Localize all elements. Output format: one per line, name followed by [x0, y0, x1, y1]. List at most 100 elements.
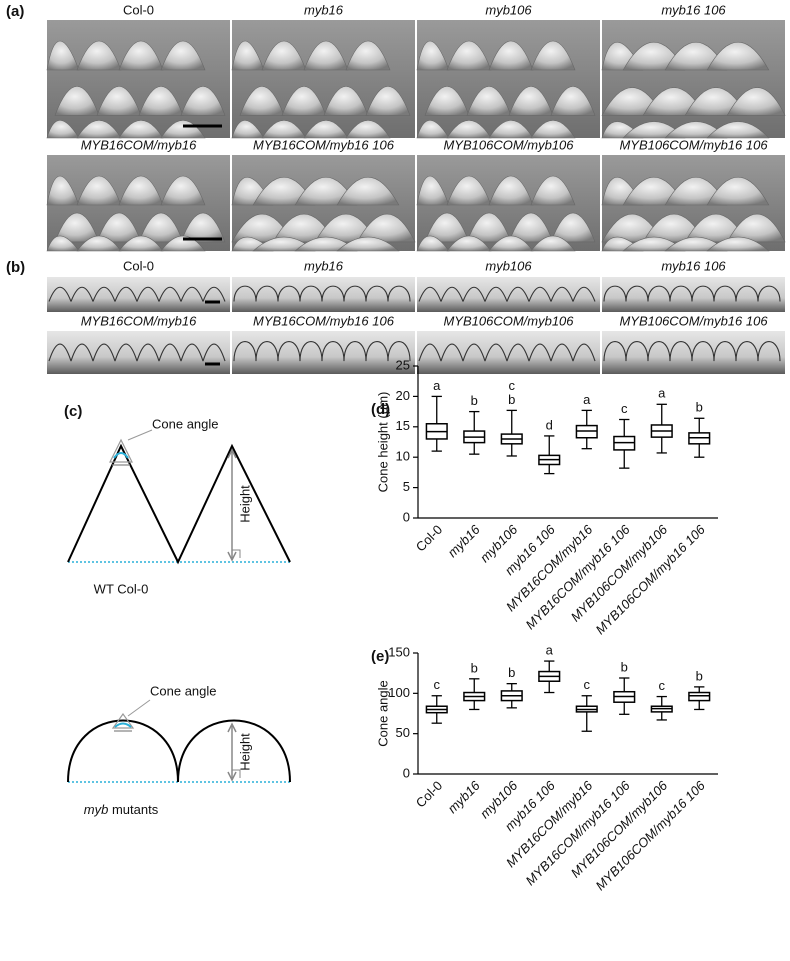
significance-letter: c	[659, 678, 666, 693]
cone	[530, 120, 576, 139]
box	[688, 691, 711, 702]
cone	[530, 175, 576, 206]
image-label: Col-0	[123, 2, 154, 17]
sem-image	[232, 20, 415, 138]
image-label: myb16	[304, 258, 344, 273]
cone	[726, 87, 786, 116]
pointer	[127, 429, 153, 441]
significance-letter: b	[621, 659, 628, 674]
x-tick-label: Col-0	[413, 522, 446, 555]
sem-image	[417, 20, 600, 138]
sem-image	[602, 20, 785, 138]
cell-outline	[418, 286, 596, 302]
angle-arc	[114, 722, 132, 728]
cell-outline	[48, 286, 226, 302]
image-label: myb16 106	[661, 258, 726, 273]
cone	[706, 177, 770, 206]
y-tick-label: 15	[396, 418, 410, 433]
cone	[550, 86, 596, 116]
y-tick-label: 50	[396, 725, 410, 740]
panel-tag: (e)	[371, 648, 389, 665]
cell-outline	[48, 343, 226, 362]
arrow-heads	[227, 448, 237, 562]
image-label: MYB16COM/myb16 106	[253, 137, 395, 152]
image-label: MYB16COM/myb16	[81, 137, 197, 152]
cone	[336, 236, 400, 252]
cone	[160, 175, 206, 206]
angle-marker	[109, 438, 133, 463]
cone	[160, 40, 206, 71]
cone	[550, 212, 596, 243]
cone	[336, 177, 400, 206]
significance-letter: b	[471, 660, 478, 675]
image-label: myb106	[485, 2, 532, 17]
wt-diagram: Cone angle Height WT Col-0	[67, 416, 291, 596]
micrographs: Col-0 myb16 myb106 myb16 106 MYB16COM/myb16 M…	[46, 2, 786, 374]
image-label: MYB16COM/myb16 106	[253, 313, 395, 328]
significance-letter: c	[434, 677, 441, 692]
y-tick-label: 100	[388, 685, 410, 700]
y-tick-label: 150	[388, 644, 410, 659]
image-label: myb16	[304, 2, 344, 17]
caption-italic: myb	[84, 802, 109, 817]
y-tick-label: 0	[403, 509, 410, 524]
image-label: myb16 106	[661, 2, 726, 17]
y-tick-label: 5	[403, 479, 410, 494]
panel-tag: (c)	[64, 403, 82, 420]
cone	[530, 235, 576, 252]
cone	[706, 121, 770, 139]
cell-outline	[603, 341, 781, 362]
label: Height	[237, 733, 252, 771]
cone	[706, 42, 770, 71]
caption: WT Col-0	[94, 581, 149, 596]
y-tick-label: 25	[396, 357, 410, 372]
significance-letter: a	[658, 386, 666, 401]
y-tick-label: 0	[403, 765, 410, 780]
cone	[345, 120, 391, 139]
cone	[530, 40, 576, 71]
cone	[706, 236, 770, 252]
image-label: MYB106COM/myb16 106	[619, 137, 768, 152]
cone	[180, 212, 226, 243]
cone	[365, 86, 411, 116]
y-tick-label: 10	[396, 449, 410, 464]
right-angle	[232, 549, 241, 558]
cone	[180, 86, 226, 116]
x-tick-label: Col-0	[413, 778, 446, 811]
pointer	[127, 699, 151, 717]
image-label: Col-0	[123, 258, 154, 273]
cell-outline	[233, 285, 411, 302]
caption-rest: mutants	[112, 802, 159, 817]
cell-outline	[233, 341, 411, 362]
label: Cone angle	[150, 683, 217, 698]
significance-letter: c	[584, 677, 591, 692]
angle-marker	[111, 712, 135, 729]
mutant-diagram: Cone angle Height myb mutants	[67, 683, 291, 817]
significance-letter: a	[433, 378, 441, 393]
sem-image	[47, 20, 230, 138]
y-axis-label: Cone height (µm)	[375, 392, 390, 493]
cone	[726, 213, 786, 243]
significance-letter: c	[509, 378, 516, 393]
significance-letter: a	[583, 392, 591, 407]
cone	[356, 213, 416, 243]
significance-letter: b	[696, 668, 703, 683]
image-label: myb106	[485, 258, 532, 273]
significance-letter: d	[546, 417, 553, 432]
cell-outline	[418, 343, 596, 362]
image-label: MYB106COM/myb106	[443, 313, 574, 328]
cell-outline	[603, 285, 781, 302]
arrow-heads	[227, 722, 237, 782]
significance-letter: b	[508, 392, 515, 407]
significance-letter: a	[546, 643, 554, 658]
image-label: MYB106COM/myb106	[443, 137, 574, 152]
image-label: MYB16COM/myb16	[81, 313, 197, 328]
panel-tag: (d)	[371, 401, 390, 418]
y-axis-label: Cone angle	[375, 680, 390, 747]
y-tick-label: 20	[396, 388, 410, 403]
right-angle	[232, 769, 241, 778]
significance-letter: c	[621, 401, 628, 416]
panel-tag: (a)	[6, 3, 24, 20]
